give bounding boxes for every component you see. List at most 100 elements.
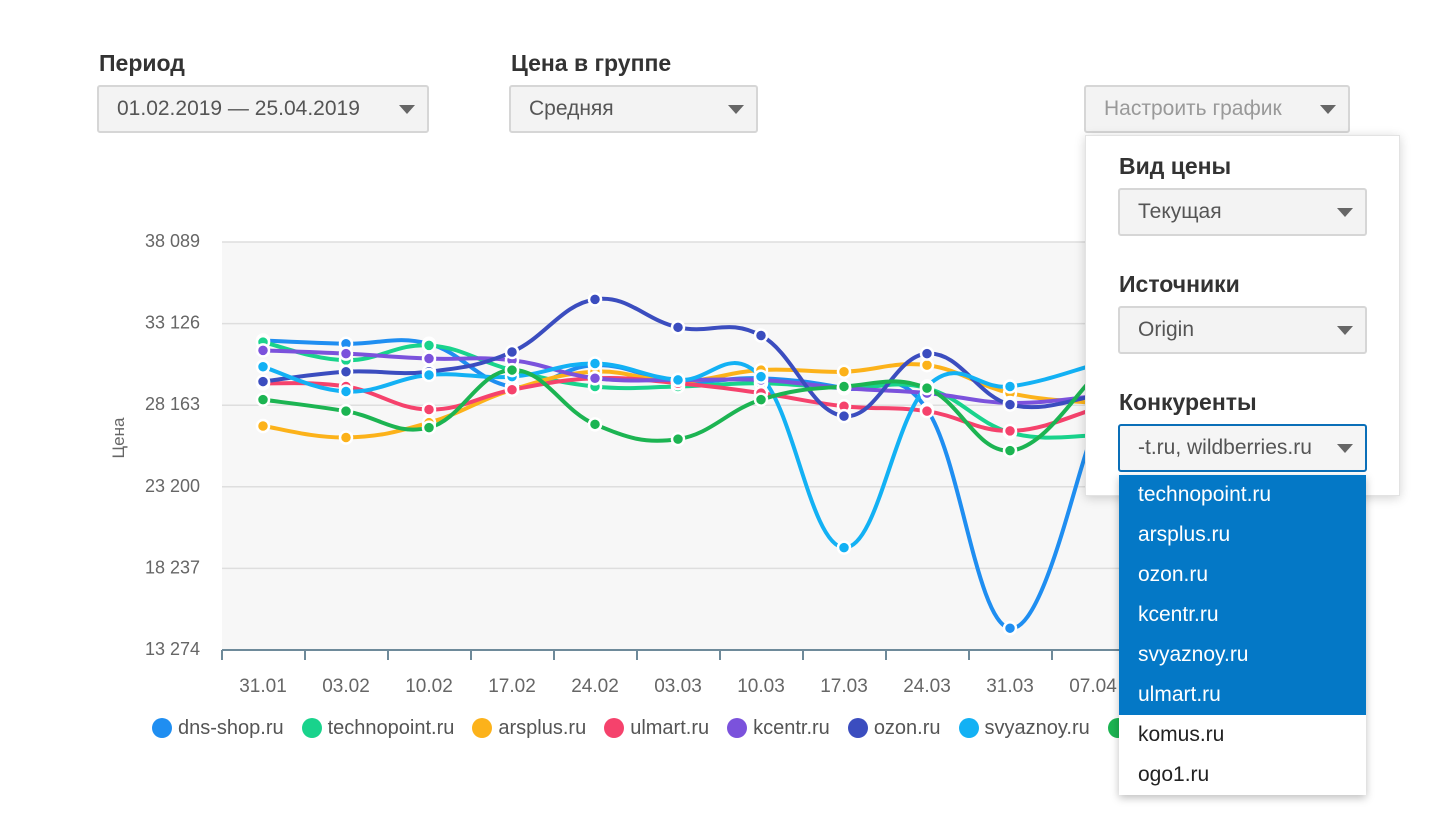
data-point — [919, 357, 935, 373]
chevron-down-icon — [728, 105, 744, 114]
data-point — [255, 392, 271, 407]
chevron-down-icon — [1320, 105, 1336, 114]
dropdown-option[interactable]: ogo1.ru — [1138, 763, 1210, 786]
x-tick-label: 17.03 — [820, 676, 868, 697]
legend-swatch — [847, 718, 868, 738]
data-point — [338, 364, 354, 379]
chevron-down-icon — [1337, 326, 1353, 335]
competitors-label: Конкуренты — [1119, 389, 1257, 415]
competitors-value: -t.ru, wildberries.ru — [1138, 436, 1312, 459]
data-point — [836, 379, 852, 394]
chart-legend: dns-shop.ru technopoint.ru arsplus.ru ulmar… — [152, 714, 1152, 742]
data-point — [919, 403, 935, 419]
x-tick-label: 24.02 — [571, 676, 619, 697]
data-point — [421, 367, 437, 383]
data-point — [255, 418, 271, 434]
dropdown-option[interactable]: technopoint.ru — [1119, 475, 1366, 515]
x-tick-label: 10.02 — [405, 676, 453, 697]
series-line — [261, 296, 1095, 419]
legend-item[interactable]: ulmart.ru — [604, 717, 709, 740]
legend-label: ulmart.ru — [630, 716, 710, 739]
competitors-select[interactable]: -t.ru, wildberries.ru — [1118, 424, 1367, 472]
configure-chart-label: Настроить график — [1104, 97, 1282, 120]
data-point — [670, 320, 686, 335]
chevron-down-icon — [399, 105, 415, 114]
x-tick-label: 10.03 — [737, 676, 785, 697]
legend-label: svyaznoy.ru — [984, 716, 1090, 739]
chevron-down-icon — [1337, 208, 1353, 217]
data-point — [421, 351, 437, 366]
legend-swatch — [472, 718, 493, 738]
price-type-select[interactable]: Текущая — [1118, 188, 1367, 236]
legend-item[interactable]: svyaznoy.ru — [958, 716, 1090, 740]
sources-value: Origin — [1138, 318, 1195, 341]
data-point — [670, 372, 686, 388]
chevron-down-icon — [1337, 444, 1353, 453]
x-tick-label: 03.02 — [322, 676, 370, 697]
y-axis-label: Цена — [109, 417, 128, 458]
data-point — [1002, 423, 1018, 439]
y-tick-label: 33 126 — [145, 313, 200, 333]
data-point — [338, 346, 354, 361]
legend-item[interactable]: technopoint.ru — [301, 716, 455, 740]
data-point — [587, 371, 603, 386]
legend-label: technopoint.ru — [327, 716, 455, 739]
y-tick-label: 38 089 — [145, 231, 200, 251]
price-group-select[interactable]: Средняя — [509, 85, 758, 133]
data-point — [504, 382, 520, 398]
data-point — [753, 392, 769, 407]
y-tick-label: 13 274 — [145, 639, 200, 659]
dropdown-option[interactable]: svyaznoy.ru — [1119, 635, 1366, 675]
data-point — [338, 384, 354, 399]
price-type-label: Вид цены — [1119, 153, 1232, 179]
period-label: Период — [99, 50, 185, 76]
x-tick-label: 24.03 — [903, 676, 951, 697]
x-tick-label: 03.03 — [654, 676, 702, 697]
legend-swatch — [958, 718, 979, 738]
plot-area — [222, 242, 1120, 650]
data-point — [255, 374, 271, 389]
legend-label: ozon.ru — [873, 716, 941, 739]
legend-label: arsplus.ru — [498, 716, 587, 739]
data-point — [670, 431, 686, 447]
data-point — [504, 362, 520, 378]
x-tick-label: 17.02 — [488, 676, 536, 697]
data-point — [421, 420, 437, 435]
sources-label: Источники — [1119, 271, 1240, 297]
data-point — [338, 430, 354, 445]
dropdown-option[interactable]: kcentr.ru — [1119, 595, 1366, 635]
x-tick-label: 31.01 — [239, 676, 287, 697]
x-tick-label: 07.04 — [1069, 676, 1117, 697]
period-value: 01.02.2019 — 25.04.2019 — [117, 97, 360, 120]
data-point — [753, 369, 769, 384]
competitors-dropdown: technopoint.ru arsplus.ru ozon.ru kcentr.ru… — [1119, 475, 1366, 795]
data-point — [836, 408, 852, 424]
data-point — [255, 359, 271, 375]
data-point — [421, 402, 437, 417]
data-point — [504, 344, 520, 360]
legend-swatch — [301, 718, 322, 738]
period-select[interactable]: 01.02.2019 — 25.04.2019 — [97, 85, 429, 133]
dropdown-option[interactable]: ulmart.ru — [1119, 675, 1366, 715]
data-point — [421, 338, 437, 353]
legend-label: kcentr.ru — [753, 716, 830, 739]
legend-item[interactable]: kcentr.ru — [727, 717, 830, 740]
price-group-value: Средняя — [529, 97, 614, 120]
dropdown-option[interactable]: arsplus.ru — [1119, 515, 1366, 555]
data-point — [919, 380, 935, 396]
y-tick-label: 28 163 — [145, 394, 200, 414]
legend-swatch — [727, 718, 748, 738]
data-point — [1002, 379, 1018, 394]
dropdown-option[interactable]: ozon.ru — [1119, 555, 1366, 595]
price-group-label: Цена в группе — [511, 50, 672, 76]
legend-item[interactable]: ozon.ru — [847, 716, 941, 740]
price-type-value: Текущая — [1138, 200, 1222, 223]
legend-item[interactable]: dns-shop.ru — [152, 717, 284, 740]
legend-item[interactable]: arsplus.ru — [472, 717, 586, 740]
sources-select[interactable]: Origin — [1118, 306, 1367, 354]
data-point — [1002, 397, 1018, 412]
data-point — [587, 417, 603, 432]
y-tick-label: 23 200 — [145, 476, 200, 496]
dropdown-option[interactable]: komus.ru — [1138, 723, 1225, 746]
configure-chart-button[interactable]: Настроить график — [1084, 85, 1350, 133]
